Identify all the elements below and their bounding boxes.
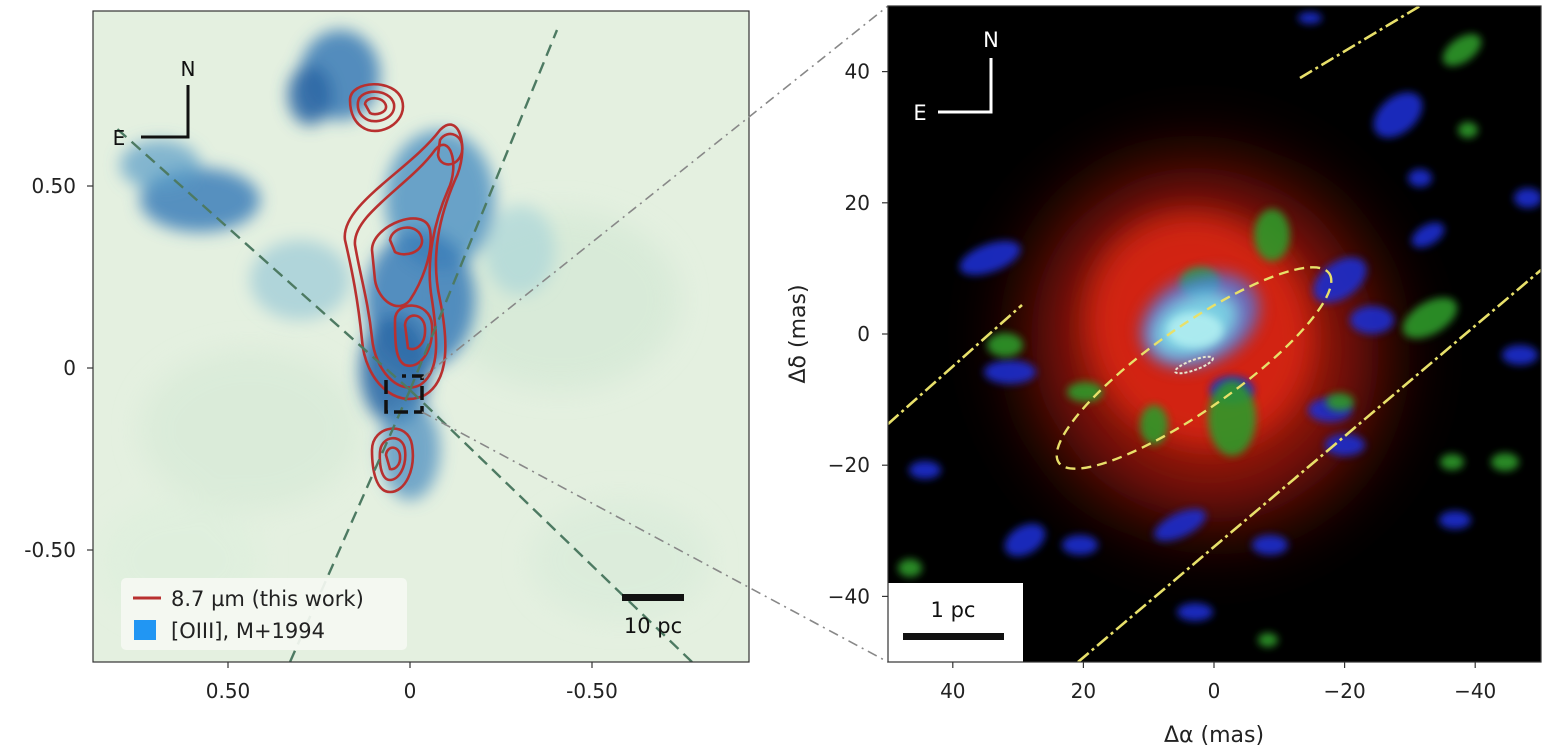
- inner-disk-ellipse: [1174, 355, 1214, 375]
- right-x-tick-label: 20: [1071, 679, 1096, 703]
- right-y-tick-label: 40: [845, 60, 870, 84]
- right-axis-ticks: 40 20 0 −20 −40 40 20 0 −20 −40: [828, 60, 1497, 703]
- yellow-dashed-ellipse: [1055, 266, 1333, 470]
- left-scale-bar: 10 pc: [622, 594, 684, 638]
- left-axis-ticks: 0.50 0 -0.50 0.50 0 -0.50: [24, 174, 618, 703]
- left-x-tick-label: 0.50: [206, 679, 251, 703]
- legend-box: [121, 578, 407, 650]
- right-y-tick-label: 20: [845, 191, 870, 215]
- yellow-dashdot-lines: [888, 6, 1541, 662]
- left-y-tick-label: 0: [63, 356, 76, 380]
- legend-patch-swatch: [134, 620, 156, 640]
- right-x-tick-label: −40: [1454, 679, 1496, 703]
- left-compass-north: N: [181, 57, 196, 81]
- left-scale-bar-label: 10 pc: [624, 614, 682, 638]
- right-compass: N E: [913, 28, 999, 125]
- left-legend: 8.7 µm (this work) [OIII], M+1994: [121, 578, 407, 650]
- right-image-panel: N E 1 pc 40 20 0 −20 −40 40 20 0 −20 −40 Δα (mas)…: [786, 5, 1542, 746]
- right-scale-bar-label: 1 pc: [931, 598, 976, 622]
- right-compass-east: E: [913, 101, 926, 125]
- left-compass-east: E: [113, 126, 126, 150]
- central-core: [1140, 272, 1260, 375]
- left-image-panel: N E 8.7 µm (this work) [OIII], M+1994 10…: [24, 10, 750, 703]
- right-y-tick-label: −40: [828, 584, 870, 608]
- legend-label-oiii: [OIII], M+1994: [171, 619, 325, 643]
- right-x-axis-label: Δα (mas): [1164, 723, 1264, 746]
- left-compass: N E: [113, 57, 196, 150]
- right-x-tick-label: 0: [1208, 679, 1221, 703]
- legend-label-mir: 8.7 µm (this work): [171, 587, 364, 611]
- right-scale-bar: 1 pc: [888, 583, 1023, 662]
- left-panel-frame: [92, 10, 750, 663]
- right-x-tick-label: 40: [940, 679, 965, 703]
- right-compass-north: N: [983, 28, 999, 52]
- right-y-axis-label: Δδ (mas): [786, 284, 811, 383]
- right-x-tick-label: −20: [1323, 679, 1365, 703]
- left-x-tick-label: 0: [404, 679, 417, 703]
- right-y-tick-label: 0: [857, 322, 870, 346]
- right-y-tick-label: −20: [828, 453, 870, 477]
- left-background-mottle: [100, 210, 710, 620]
- mir-contours: [343, 82, 464, 494]
- blue-noise-blobs: [909, 12, 1541, 621]
- zoom-connector-lines: [421, 5, 889, 663]
- left-y-tick-label: -0.50: [24, 538, 76, 562]
- left-x-tick-label: -0.50: [566, 679, 618, 703]
- left-y-tick-label: 0.50: [31, 174, 76, 198]
